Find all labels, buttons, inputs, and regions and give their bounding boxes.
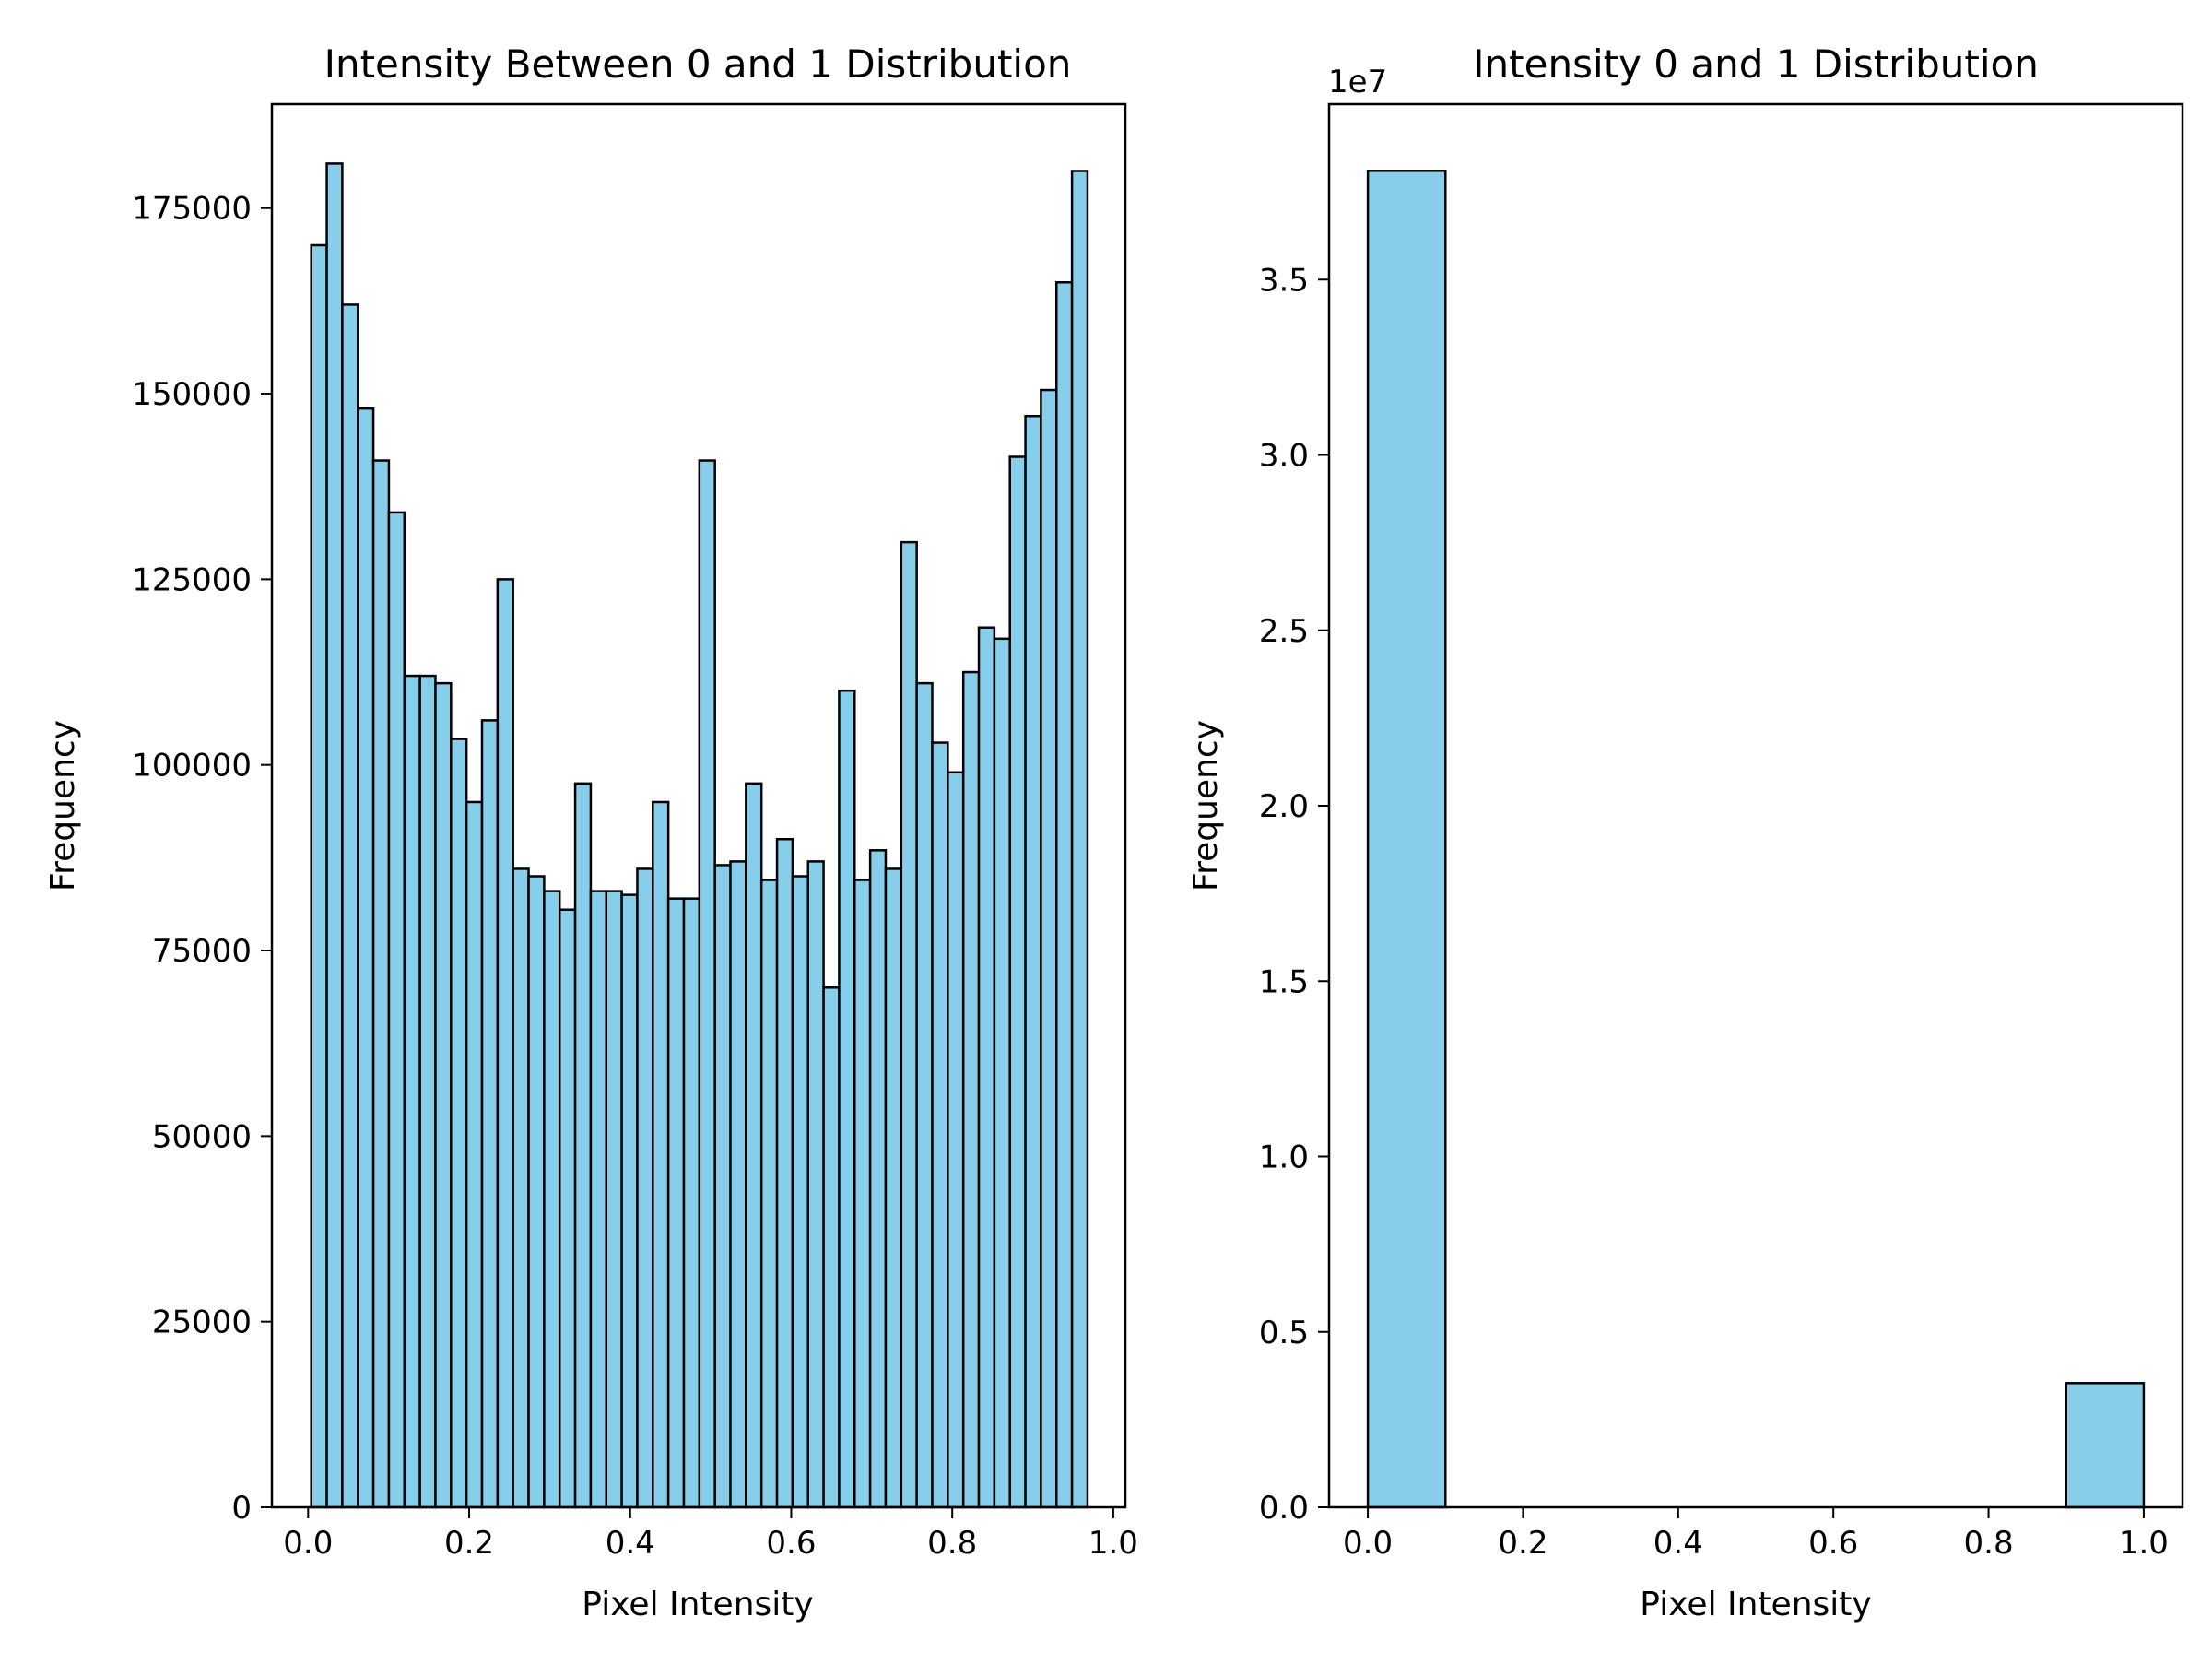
y-tick-label: 175000 [132,191,252,228]
histogram-bar [884,867,903,1509]
chart-right-y-axis: 0.0 0.5 1.0 1.5 2.0 2.5 3.0 3.5 [1259,262,1329,1527]
histogram-bar [822,986,841,1509]
y-tick-label: 2.0 [1259,788,1309,825]
histogram-bar [403,674,421,1509]
y-tick-label: 0 [231,1490,252,1527]
histogram-bar [853,879,872,1509]
chart-right: Intensity 0 and 1 Distribution 1e7 0.0 0.… [1187,41,2184,1623]
x-tick-label: 1.0 [2119,1525,2169,1562]
y-tick-label: 1.5 [1259,963,1309,1000]
chart-right-offset-label: 1e7 [1328,64,1387,100]
histogram-bar [1366,170,1447,1509]
histogram-bar [636,867,654,1509]
histogram-bar [620,893,639,1509]
histogram-bar [868,849,888,1509]
y-tick-label: 1.0 [1259,1139,1309,1176]
histogram-bar [961,670,981,1509]
chart-left-y-axis-title: Frequency [44,720,82,891]
chart-right-bars [1366,170,2146,1509]
histogram-bar [791,875,809,1509]
chart-left-x-axis-title: Pixel Intensity [582,1586,813,1623]
y-tick-label: 75000 [152,933,252,970]
histogram-bar [450,738,468,1509]
chart-right-y-axis-title: Frequency [1187,720,1225,891]
chart-right-x-axis-title: Pixel Intensity [1640,1586,1871,1623]
histogram-bar [745,782,763,1509]
histogram-bar [310,243,328,1509]
histogram-bar [1070,170,1089,1509]
x-tick-label: 0.6 [1808,1525,1858,1562]
chart-left-x-axis: 0.0 0.2 0.4 0.6 0.8 1.0 [283,1507,1138,1562]
histogram-bar [1040,388,1058,1509]
histogram-bar [325,162,344,1509]
histogram-bar [341,303,359,1509]
histogram-bar [558,908,577,1509]
histogram-bar [387,511,406,1509]
y-tick-label: 125000 [132,561,252,598]
y-tick-label: 50000 [152,1118,252,1155]
histogram-bar [2065,1382,2146,1509]
y-tick-label: 150000 [132,376,252,413]
histogram-bar [480,719,500,1509]
histogram-bar [512,867,530,1509]
chart-left-y-axis: 0 25000 50000 75000 100000 125000 150000 175000 [132,191,272,1527]
y-tick-label: 100000 [132,748,252,785]
histogram-bar [682,897,701,1509]
histogram-bar [806,860,825,1509]
x-tick-label: 1.0 [1088,1525,1138,1562]
y-tick-label: 3.0 [1259,438,1309,475]
x-tick-label: 0.0 [283,1525,333,1562]
histogram-bar [838,689,856,1509]
x-tick-label: 0.4 [1653,1525,1703,1562]
x-tick-label: 0.8 [927,1525,977,1562]
histogram-bar [977,626,996,1509]
histogram-bar [589,890,608,1509]
chart-right-title: Intensity 0 and 1 Distribution [1473,41,2039,87]
x-tick-label: 0.2 [444,1525,494,1562]
histogram-bar [434,681,453,1509]
y-tick-label: 0.5 [1259,1315,1309,1351]
histogram-bar [1008,455,1027,1509]
histogram-bar [759,879,779,1509]
histogram-bar [418,674,437,1509]
x-tick-label: 0.4 [606,1525,655,1562]
y-tick-label: 0.0 [1259,1490,1309,1527]
y-tick-label: 25000 [152,1304,252,1341]
chart-left-frame [270,102,1127,1509]
histogram-bar [605,890,623,1509]
histogram-bar [1024,414,1042,1509]
histogram-bar [713,864,732,1509]
histogram-bar [900,540,918,1509]
y-tick-label: 3.5 [1259,262,1309,299]
chart-right-x-axis: 0.0 0.2 0.4 0.6 0.8 1.0 [1343,1507,2169,1562]
histogram-bar [652,800,670,1509]
histogram-bar [543,890,561,1509]
histogram-bar [775,837,794,1509]
histogram-bar [993,637,1011,1509]
x-tick-label: 0.2 [1498,1525,1547,1562]
histogram-bar [573,782,593,1509]
histogram-bar [931,741,949,1509]
histogram-bar [371,459,391,1509]
x-tick-label: 0.8 [1964,1525,2014,1562]
y-tick-label: 2.5 [1259,613,1309,650]
chart-left: Intensity Between 0 and 1 Distribution 0… [44,41,1138,1623]
x-tick-label: 0.6 [766,1525,816,1562]
histogram-bar [729,860,747,1509]
chart-left-title: Intensity Between 0 and 1 Distribution [324,41,1072,87]
histogram-bar [666,897,686,1509]
histogram-bar [527,875,546,1509]
histogram-bar [496,578,514,1509]
histogram-bar [357,407,375,1509]
x-tick-label: 0.0 [1343,1525,1393,1562]
histogram-bar [915,681,934,1509]
histogram-bar [698,459,716,1509]
histogram-bar [1055,281,1074,1509]
histogram-bar [465,800,484,1509]
histogram-bar [947,771,965,1509]
